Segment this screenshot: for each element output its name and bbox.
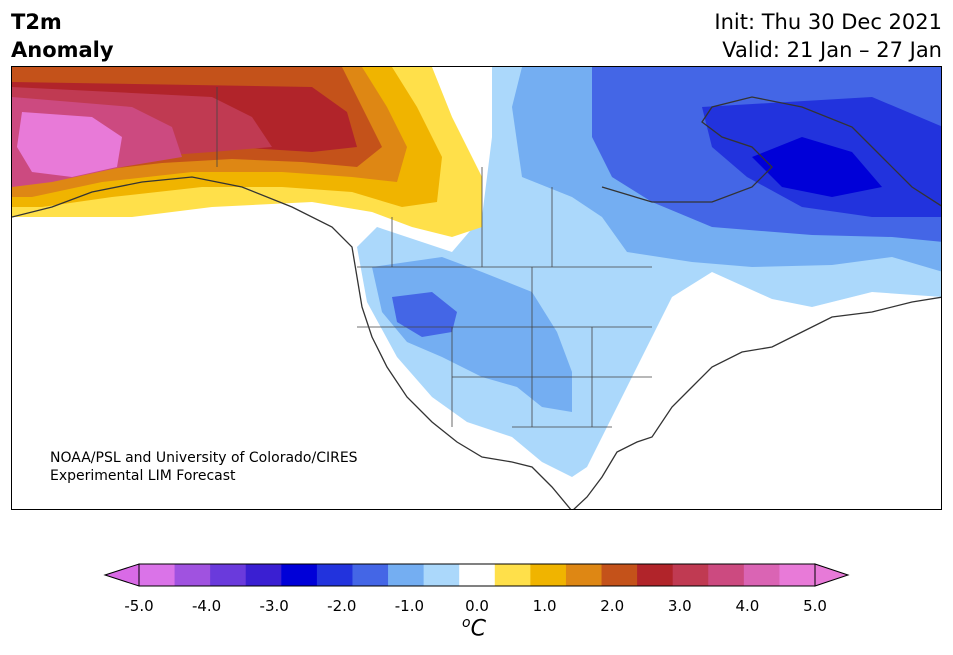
map-title: T2m Anomaly: [11, 8, 114, 64]
colorbar-tick-label: 0.0: [465, 597, 489, 615]
colorbar-tick-label: -5.0: [124, 597, 154, 615]
title-line-2: Anomaly: [11, 38, 114, 62]
colorbar-tick-label: 3.0: [667, 597, 692, 615]
init-date: Init: Thu 30 Dec 2021: [714, 10, 942, 34]
colorbar-segment: [281, 564, 318, 586]
colorbar-segment: [210, 564, 247, 586]
colorbar-segment: [388, 564, 425, 586]
colorbar-frame: [138, 563, 816, 587]
colorbar-tick-label: -2.0: [327, 597, 357, 615]
colorbar: [0, 560, 953, 655]
colorbar-segment: [494, 564, 531, 586]
coastlines: [12, 96, 941, 509]
colorbar-tick-label: 2.0: [600, 597, 625, 615]
colorbar-segment: [601, 564, 638, 586]
forecast-dates: Init: Thu 30 Dec 2021 Valid: 21 Jan – 27…: [714, 8, 942, 64]
units-degree: o: [462, 615, 471, 631]
colorbar-segment: [139, 564, 176, 586]
anomaly-region-pink: [17, 112, 122, 177]
colorbar-tick-label: 4.0: [735, 597, 760, 615]
political-borders: [216, 87, 652, 428]
colorbar-segment: [459, 564, 496, 586]
unfilled-pacific: [12, 227, 570, 509]
colorbar-segment: [779, 564, 816, 586]
valid-date: Valid: 21 Jan – 27 Jan: [722, 38, 942, 62]
colorbar-tick-label: -1.0: [394, 597, 425, 615]
units-letter: C: [470, 616, 486, 642]
colorbar-segment: [672, 564, 709, 586]
units-label: oC: [462, 615, 486, 641]
credit-line-1: NOAA/PSL and University of Colorado/CIRE…: [50, 450, 358, 466]
colorbar-tick-label: 5.0: [803, 597, 827, 615]
colorbar-segment: [174, 564, 211, 586]
colorbar-segment: [637, 564, 674, 586]
colorbar-segment: [352, 564, 389, 586]
colorbar-segment: [316, 564, 353, 586]
colorbar-tick-label: 1.0: [532, 597, 557, 615]
colorbar-tick-label: -3.0: [259, 597, 289, 615]
credit-text: NOAA/PSL and University of Colorado/CIRE…: [50, 449, 358, 485]
map-canvas: [12, 67, 941, 509]
anomaly-region-darkest-blue: [752, 137, 882, 197]
anomaly-region-blue-west: [392, 292, 457, 337]
colorbar-tick-label: -4.0: [191, 597, 222, 615]
colorbar-segment: [708, 564, 745, 586]
colorbar-over-arrow: [814, 563, 850, 587]
title-line-1: T2m: [11, 10, 62, 34]
colorbar-bar: [103, 563, 850, 587]
colorbar-segment: [743, 564, 780, 586]
colorbar-segment: [530, 564, 567, 586]
colorbar-under-arrow: [103, 563, 140, 587]
colorbar-segment: [245, 564, 282, 586]
unfilled-southeast: [573, 307, 941, 509]
colorbar-segment: [423, 564, 460, 586]
colorbar-segment: [565, 564, 603, 586]
credit-line-2: Experimental LIM Forecast: [50, 468, 236, 484]
anomaly-map: NOAA/PSL and University of Colorado/CIRE…: [11, 66, 942, 510]
